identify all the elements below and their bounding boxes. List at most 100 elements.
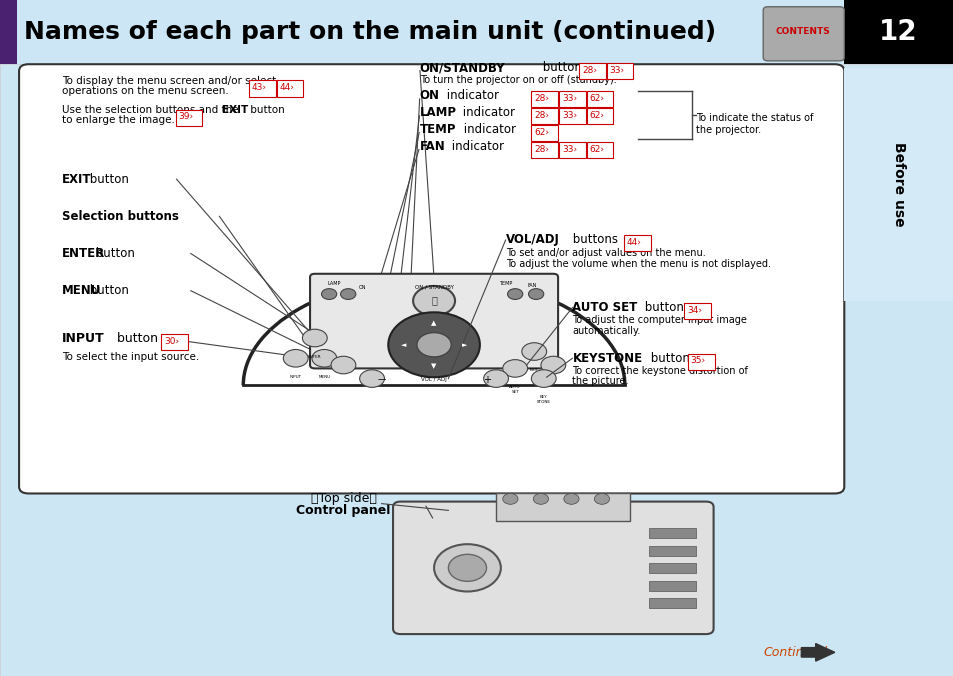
Text: To indicate the status of: To indicate the status of [696,114,813,123]
FancyBboxPatch shape [531,108,558,124]
Circle shape [331,356,355,374]
Text: To select the input source.: To select the input source. [62,352,199,362]
Text: To adjust the computer input image: To adjust the computer input image [572,316,746,325]
FancyBboxPatch shape [558,142,585,158]
Text: 28›: 28› [534,94,549,103]
Text: FAN: FAN [419,140,445,153]
Text: VOL / ADJ: VOL / ADJ [420,377,447,383]
Text: indicator: indicator [459,123,516,137]
FancyBboxPatch shape [623,235,650,251]
Text: the picture.: the picture. [572,377,628,386]
Text: indicator: indicator [458,106,515,120]
Circle shape [416,333,451,357]
Text: LAMP: LAMP [327,281,340,287]
FancyBboxPatch shape [531,142,558,158]
Bar [648,563,696,573]
Polygon shape [801,644,834,661]
Text: button: button [640,301,683,314]
Text: VOL/ADJ: VOL/ADJ [505,233,558,247]
FancyBboxPatch shape [276,80,303,97]
Text: ENTER: ENTER [62,247,105,260]
Text: button: button [86,172,129,186]
Circle shape [312,349,336,367]
FancyBboxPatch shape [558,108,585,124]
FancyBboxPatch shape [161,334,188,350]
Text: 62›: 62› [589,145,604,154]
Text: 43›: 43› [252,83,267,93]
Text: 33›: 33› [561,94,577,103]
Text: TEMP: TEMP [419,123,456,137]
Text: ON/STANDBY: ON/STANDBY [419,61,505,74]
Text: indicator: indicator [442,89,498,103]
Text: to enlarge the image.: to enlarge the image. [62,115,174,125]
Circle shape [531,370,556,387]
FancyBboxPatch shape [310,274,558,368]
Text: buttons: buttons [568,233,617,247]
Text: To turn the projector on or off (standby).: To turn the projector on or off (standby… [419,75,616,84]
Text: 33›: 33› [609,66,624,75]
Circle shape [340,289,355,299]
FancyBboxPatch shape [762,7,843,61]
Text: ON: ON [358,285,366,290]
FancyBboxPatch shape [19,64,843,493]
Text: To correct the keystone distortion of: To correct the keystone distortion of [572,366,747,376]
Circle shape [594,493,609,504]
Text: the projector.: the projector. [696,125,760,135]
Text: MENU: MENU [318,375,330,379]
FancyBboxPatch shape [175,110,202,126]
Text: KEY
STONE: KEY STONE [537,395,550,404]
Text: button: button [112,331,157,345]
Circle shape [434,544,500,592]
FancyBboxPatch shape [578,63,605,79]
Bar [843,68,953,301]
Text: To display the menu screen and/or select: To display the menu screen and/or select [62,76,276,86]
Text: 12: 12 [879,18,917,46]
Circle shape [540,356,565,374]
Text: 28›: 28› [534,145,549,154]
Text: EXIT: EXIT [222,105,249,115]
Circle shape [283,349,308,367]
FancyBboxPatch shape [0,0,829,64]
Text: INPUT: INPUT [62,331,105,345]
Text: To adjust the volume when the menu is not displayed.: To adjust the volume when the menu is no… [505,259,770,268]
Text: 33›: 33› [561,145,577,154]
Bar [843,0,953,64]
Text: ENTER: ENTER [308,355,321,359]
Text: Control panel: Control panel [296,504,390,517]
Text: 33›: 33› [561,111,577,120]
Text: 【Top side】: 【Top side】 [310,492,376,506]
Text: button: button [538,61,581,74]
FancyBboxPatch shape [531,91,558,107]
FancyBboxPatch shape [683,303,710,319]
Text: 44›: 44› [279,83,294,93]
Text: EXIT: EXIT [529,368,538,372]
Text: 39›: 39› [178,112,193,122]
Text: indicator: indicator [448,140,504,153]
Text: FAN: FAN [527,283,537,289]
Text: MENU: MENU [62,284,101,297]
Text: ON / STANDBY: ON / STANDBY [415,285,453,290]
Text: TEMP: TEMP [498,281,512,287]
Text: Continued: Continued [762,646,826,659]
Text: —: — [377,375,385,385]
Text: 62›: 62› [589,94,604,103]
Circle shape [321,289,336,299]
Text: ◄: ◄ [400,342,406,347]
Text: ON: ON [419,89,439,103]
Bar [648,598,696,608]
FancyBboxPatch shape [687,354,714,370]
Text: button: button [91,247,134,260]
Circle shape [502,493,517,504]
Text: 34›: 34› [686,306,701,315]
Bar [0,0,17,64]
Circle shape [448,554,486,581]
Circle shape [533,493,548,504]
Text: Names of each part on the main unit (continued): Names of each part on the main unit (con… [24,20,715,44]
FancyBboxPatch shape [531,125,558,141]
Circle shape [302,329,327,347]
Text: automatically.: automatically. [572,326,640,335]
Text: Selection buttons: Selection buttons [62,210,179,223]
Text: 62›: 62› [534,128,549,137]
Text: button: button [247,105,285,115]
FancyBboxPatch shape [586,108,613,124]
